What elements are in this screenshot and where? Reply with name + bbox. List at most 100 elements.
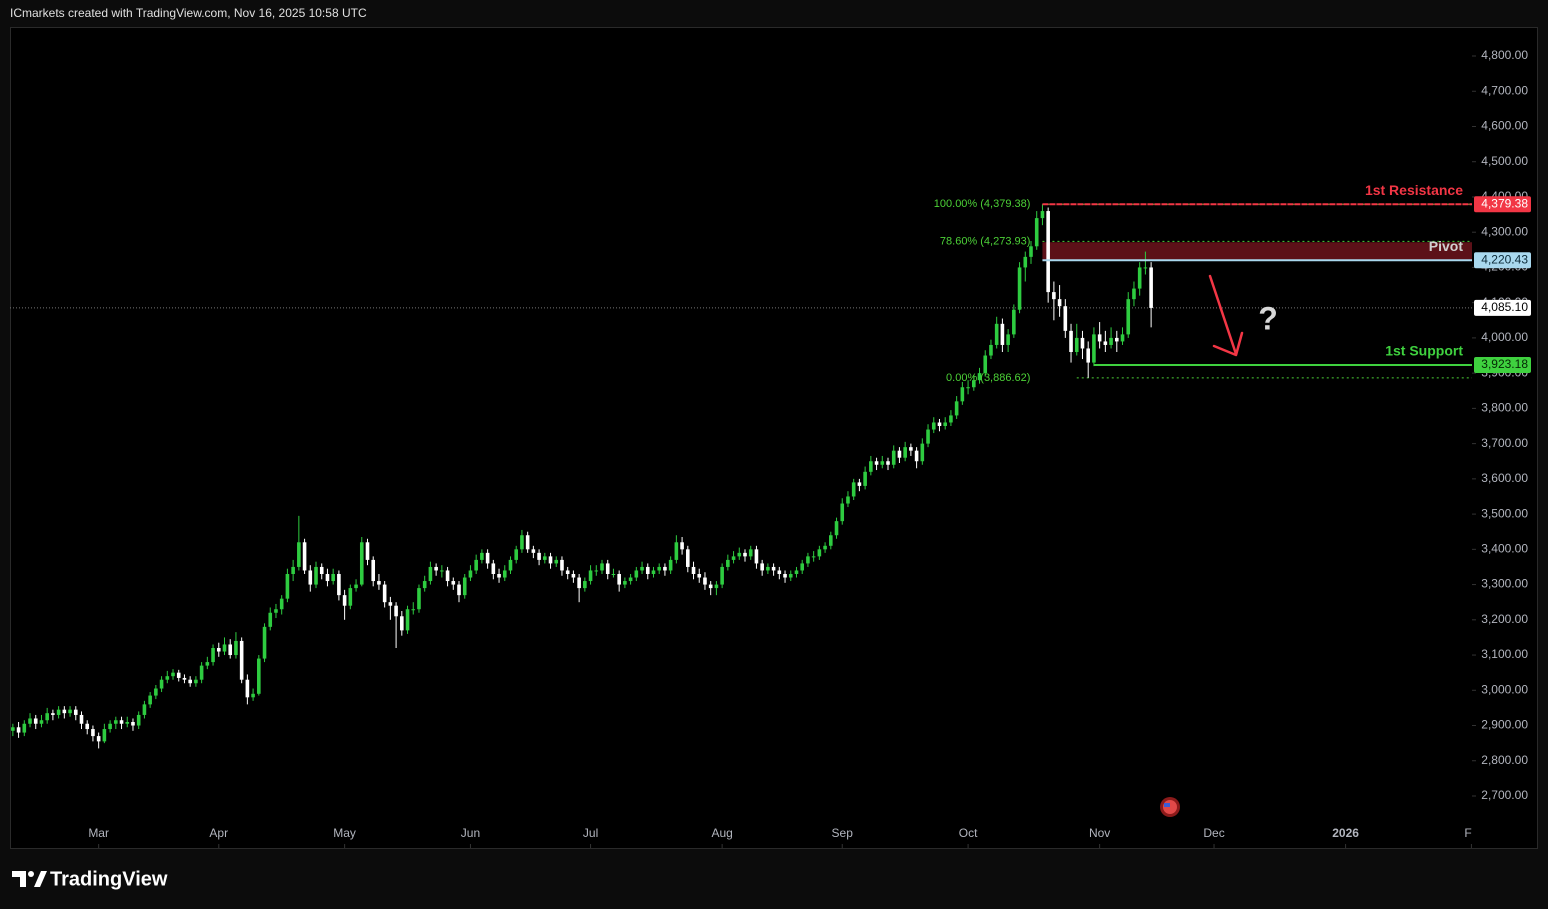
candle-body — [502, 570, 507, 578]
price-box-label: 3,923.18 — [1481, 357, 1528, 371]
annotation: ? — [1258, 300, 1278, 336]
candle-body — [371, 559, 376, 582]
candle-body — [1040, 211, 1045, 219]
candle-body — [634, 570, 639, 578]
candle-body — [863, 471, 867, 486]
y-tick-label: 3,600.00 — [1481, 471, 1528, 485]
candle-body — [257, 658, 261, 694]
candle-body — [411, 609, 416, 611]
candle-body — [971, 380, 976, 388]
candle-body — [577, 577, 581, 589]
candle-body — [726, 559, 730, 567]
candle-body — [91, 729, 95, 737]
logo-mark — [12, 871, 26, 887]
level-name: 1st Support — [1385, 343, 1463, 359]
candle-body — [594, 570, 599, 572]
candle-body — [543, 556, 547, 560]
forecast-arrow — [1208, 274, 1244, 357]
candle-body — [251, 693, 255, 698]
candle-body — [823, 545, 827, 550]
candle-body — [611, 573, 616, 575]
candle-body — [1000, 323, 1005, 345]
candle-body — [788, 573, 793, 578]
candle-body — [628, 577, 633, 582]
y-tick-label: 3,700.00 — [1481, 436, 1528, 450]
x-tick-label: Sep — [832, 826, 854, 840]
candle-body — [1063, 306, 1068, 331]
candle-body — [1137, 267, 1142, 289]
candle-body — [605, 563, 610, 574]
candle-body — [62, 709, 67, 714]
candle-body — [365, 542, 370, 560]
candle-body — [794, 570, 799, 574]
candle-body — [73, 709, 78, 715]
candle-body — [508, 559, 513, 571]
candle-body — [245, 679, 250, 698]
candle-body — [417, 588, 421, 610]
fib-label: 78.60% (4,273.93) — [940, 235, 1031, 247]
candle-body — [743, 552, 747, 557]
candle-body — [937, 422, 942, 427]
candle-body — [949, 415, 953, 423]
candle-body — [966, 387, 970, 389]
candle-body — [211, 647, 215, 663]
x-tick-label: Aug — [711, 826, 732, 840]
candle-body — [571, 573, 576, 578]
candle-body — [176, 672, 181, 678]
price-box — [1474, 252, 1531, 269]
candle-body — [1052, 292, 1056, 300]
candle-body — [154, 688, 158, 696]
candle-body — [857, 482, 862, 486]
candle-body — [714, 584, 719, 589]
candle-body — [279, 598, 284, 610]
candle-body — [869, 461, 873, 472]
candle-body — [1034, 218, 1039, 247]
candle-body — [462, 577, 467, 596]
pivot-zone — [1042, 242, 1472, 261]
candle-body — [142, 704, 147, 715]
candle-body — [760, 563, 764, 571]
candle-body — [422, 581, 427, 589]
y-tick-label: 3,200.00 — [1481, 612, 1528, 626]
candle-body — [691, 566, 696, 574]
candle-body — [434, 566, 438, 571]
candle-body — [308, 570, 313, 585]
candle-body — [451, 581, 456, 585]
candle-body — [51, 713, 55, 715]
logo-dot — [28, 871, 34, 877]
logo — [12, 871, 47, 887]
candle-body — [565, 570, 570, 574]
candle-body — [182, 677, 187, 680]
candle-body — [268, 612, 273, 627]
candle-body — [314, 566, 318, 585]
candle-body — [1012, 309, 1016, 335]
level-name: Pivot — [1429, 238, 1464, 254]
candle-body — [708, 584, 713, 589]
candle-body — [239, 640, 244, 680]
fib-label: 0.00% (3,886.62) — [946, 372, 1030, 384]
candle-body — [119, 720, 124, 724]
candle-body — [994, 323, 999, 345]
candle-body — [108, 723, 112, 730]
candle-body — [766, 566, 770, 571]
candle-body — [171, 672, 175, 677]
candle-body — [1029, 246, 1033, 257]
candle-body — [663, 566, 667, 571]
candle-body — [651, 570, 656, 574]
candle-body — [817, 549, 822, 557]
candle-body — [886, 461, 890, 465]
x-tick-label: Dec — [1203, 826, 1224, 840]
candle-body — [1143, 267, 1148, 269]
candle-body — [1017, 267, 1022, 310]
candle-body — [674, 542, 679, 560]
candle-body — [194, 679, 198, 684]
x-axis: Mar Apr May Jun Jul Aug Sep Oct Nov Dec 2026 Fe — [88, 826, 1472, 848]
candle-body — [319, 566, 324, 574]
level-name: 1st Resistance — [1365, 182, 1463, 198]
candle-body — [348, 588, 353, 606]
candle-body — [926, 429, 930, 444]
candle-body — [405, 609, 410, 631]
candle-body — [600, 563, 604, 571]
candle-body — [28, 718, 32, 724]
